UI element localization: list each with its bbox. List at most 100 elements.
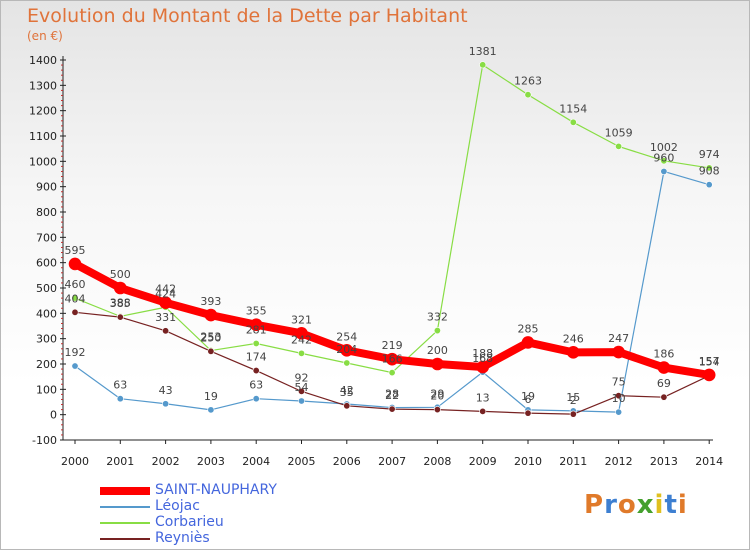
data-point (433, 406, 441, 414)
data-point (388, 405, 396, 413)
data-label: 500 (110, 268, 131, 281)
y-tick-label: 900 (36, 181, 57, 194)
data-label: 29 (430, 387, 444, 400)
data-point (162, 327, 170, 335)
data-point (68, 257, 82, 271)
legend-label: Corbarieu (155, 514, 224, 530)
y-tick-label: 1300 (29, 79, 57, 92)
data-label: 10 (612, 392, 626, 405)
logo-letter: r (604, 490, 618, 520)
data-label: 6 (525, 393, 532, 406)
data-label: 19 (521, 390, 535, 403)
data-label: 1263 (514, 75, 542, 88)
x-tick-label: 2008 (423, 455, 451, 468)
data-point (71, 362, 79, 370)
data-point (660, 393, 668, 401)
data-point (615, 408, 623, 416)
data-label: 154 (699, 356, 720, 369)
y-tick-label: 1400 (29, 54, 57, 67)
data-point (249, 318, 263, 332)
data-label: 242 (291, 333, 312, 346)
data-label: 254 (336, 330, 357, 343)
x-tick-label: 2007 (378, 455, 406, 468)
y-tick-label: 0 (50, 409, 57, 422)
data-label: 1059 (605, 126, 633, 139)
x-tick-label: 2006 (333, 455, 361, 468)
y-tick-label: 400 (36, 307, 57, 320)
data-label: 1002 (650, 141, 678, 154)
data-point (521, 336, 535, 349)
logo-letter: P (584, 490, 605, 520)
data-label: 321 (291, 313, 312, 326)
data-label: 186 (653, 348, 674, 361)
data-point (385, 352, 399, 366)
data-point (705, 164, 713, 172)
data-label: 424 (155, 287, 176, 300)
data-point (252, 339, 260, 347)
data-label: 281 (246, 323, 267, 336)
x-tick-label: 2014 (695, 455, 723, 468)
y-tick-label: 300 (36, 333, 57, 346)
data-label: 908 (699, 165, 720, 178)
data-point (297, 397, 305, 405)
data-label: 460 (65, 278, 86, 291)
data-label: 331 (155, 311, 176, 324)
data-point (343, 359, 351, 367)
data-point (479, 61, 487, 69)
data-label: 157 (699, 355, 720, 368)
data-label: 204 (336, 343, 357, 356)
data-point (252, 395, 260, 403)
data-label: 442 (155, 283, 176, 296)
data-label: 595 (65, 244, 86, 257)
data-point (343, 402, 351, 410)
legend-swatch (100, 538, 150, 540)
data-label: 1154 (559, 102, 587, 115)
data-point (705, 181, 713, 189)
legend-label: Reyniès (155, 530, 210, 546)
data-point (433, 327, 441, 335)
legend-swatch (100, 506, 150, 508)
data-label: 355 (246, 305, 267, 318)
data-point (431, 357, 444, 371)
data-point (71, 294, 79, 302)
data-label: 404 (65, 292, 86, 305)
data-point (340, 344, 354, 357)
data-point (612, 345, 625, 359)
data-point (657, 361, 671, 374)
x-tick-label: 2013 (650, 455, 678, 468)
data-point (252, 367, 260, 375)
data-label: 385 (110, 297, 131, 310)
data-label: 54 (295, 381, 309, 394)
data-point (615, 392, 623, 400)
logo-letter: o (617, 490, 637, 520)
data-label: 13 (476, 391, 490, 404)
legend-swatch (100, 487, 150, 495)
data-point (162, 400, 170, 408)
data-point (476, 360, 490, 374)
data-point (114, 281, 127, 295)
data-point (295, 327, 308, 340)
data-label: 247 (608, 332, 629, 345)
data-label: 200 (427, 344, 448, 357)
legend-label: SAINT-NAUPHARY (155, 482, 277, 498)
data-label: 1381 (469, 45, 497, 58)
data-point (569, 410, 577, 418)
data-label: 393 (200, 295, 221, 308)
x-tick-label: 2012 (605, 455, 633, 468)
x-tick-label: 2003 (197, 455, 225, 468)
data-label: 28 (385, 388, 399, 401)
legend-swatch (100, 522, 150, 524)
data-label: 250 (200, 331, 221, 344)
data-label: 174 (246, 351, 267, 364)
data-label: 332 (427, 311, 448, 324)
y-tick-label: 1200 (29, 105, 57, 118)
y-unit-label: (en €) (27, 29, 63, 43)
data-point (615, 142, 623, 150)
data-label: 219 (382, 339, 403, 352)
data-label: 2 (570, 394, 577, 407)
data-label: 75 (612, 376, 626, 389)
series-line (74, 64, 710, 374)
data-label: 63 (249, 379, 263, 392)
data-point (297, 349, 305, 357)
